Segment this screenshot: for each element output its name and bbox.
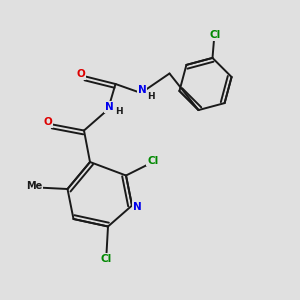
Text: N: N (104, 102, 113, 112)
Text: N: N (137, 85, 146, 95)
Text: Cl: Cl (101, 254, 112, 264)
Text: H: H (115, 106, 122, 116)
Text: Cl: Cl (209, 30, 220, 40)
Text: Me: Me (26, 181, 42, 191)
Text: H: H (147, 92, 154, 100)
Text: O: O (76, 69, 85, 79)
Text: O: O (44, 117, 52, 127)
Text: Cl: Cl (147, 155, 159, 166)
Text: N: N (133, 202, 142, 212)
